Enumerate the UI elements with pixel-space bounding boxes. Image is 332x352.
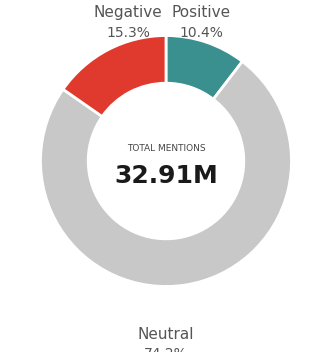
Wedge shape <box>41 62 291 287</box>
Text: 74.2%: 74.2% <box>144 347 188 352</box>
Text: Negative: Negative <box>94 5 163 20</box>
Text: 10.4%: 10.4% <box>179 26 223 40</box>
Text: Positive: Positive <box>172 5 231 20</box>
Text: Neutral: Neutral <box>138 327 194 342</box>
Wedge shape <box>63 36 166 117</box>
Text: 32.91M: 32.91M <box>114 164 218 188</box>
Wedge shape <box>166 36 242 99</box>
Text: TOTAL MENTIONS: TOTAL MENTIONS <box>127 144 205 153</box>
Text: 15.3%: 15.3% <box>107 26 150 40</box>
